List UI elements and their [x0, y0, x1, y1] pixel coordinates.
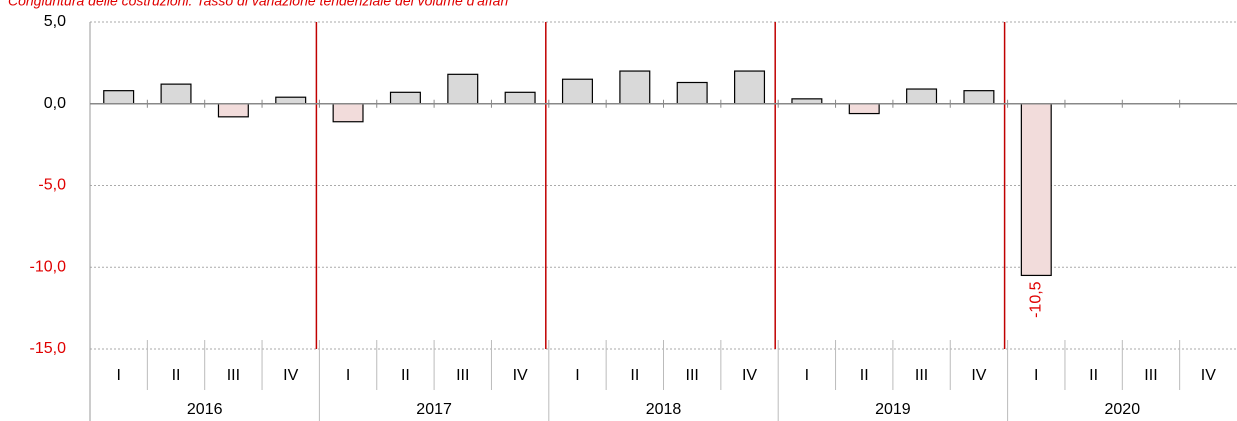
value-label: -10,5 — [1027, 281, 1044, 318]
x-tick-label: I — [346, 367, 350, 384]
x-tick-label: III — [227, 367, 240, 384]
bar — [103, 90, 135, 105]
x-group-label: 2020 — [1105, 401, 1141, 418]
x-tick-label: II — [860, 367, 869, 384]
bar — [389, 91, 421, 105]
x-tick-label: IV — [742, 367, 757, 384]
x-group-label: 2019 — [875, 401, 911, 418]
y-tick-label: 5,0 — [44, 13, 66, 30]
bar — [332, 103, 364, 123]
bar — [217, 103, 249, 118]
x-tick-label: IV — [513, 367, 528, 384]
y-tick-label: 0,0 — [44, 95, 66, 112]
x-tick-label: III — [1144, 367, 1157, 384]
bar — [619, 70, 651, 105]
chart-title: Congiuntura delle costruzioni. Tasso di … — [8, 0, 509, 9]
bar — [848, 103, 880, 115]
x-tick-label: IV — [1201, 367, 1216, 384]
bar — [906, 88, 938, 105]
x-tick-label: II — [401, 367, 410, 384]
x-tick-label: III — [456, 367, 469, 384]
y-tick-label: -5,0 — [38, 177, 66, 194]
bar — [160, 83, 192, 105]
bar — [734, 70, 766, 105]
x-group-label: 2018 — [646, 401, 682, 418]
x-tick-label: III — [686, 367, 699, 384]
bar — [676, 81, 708, 105]
bar — [275, 96, 307, 105]
x-tick-label: IV — [283, 367, 298, 384]
bar — [963, 90, 995, 105]
bar — [447, 73, 479, 105]
x-tick-label: II — [1089, 367, 1098, 384]
bar — [1020, 103, 1052, 277]
x-tick-label: I — [805, 367, 809, 384]
bar — [561, 78, 593, 105]
x-group-label: 2017 — [416, 401, 452, 418]
x-group-label: 2016 — [187, 401, 223, 418]
x-tick-label: II — [172, 367, 181, 384]
x-tick-label: I — [116, 367, 120, 384]
x-tick-label: I — [575, 367, 579, 384]
x-tick-label: II — [630, 367, 639, 384]
x-tick-label: III — [915, 367, 928, 384]
bar — [504, 91, 536, 105]
x-tick-label: I — [1034, 367, 1038, 384]
y-tick-label: -15,0 — [30, 340, 67, 357]
x-tick-label: IV — [971, 367, 986, 384]
y-tick-label: -10,0 — [30, 258, 67, 275]
